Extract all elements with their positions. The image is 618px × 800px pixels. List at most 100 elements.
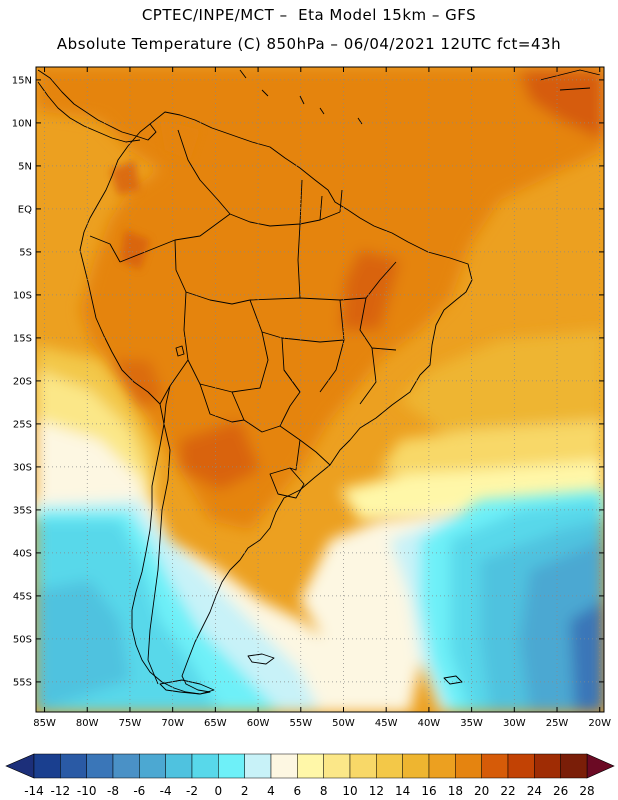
colorbar-label: 20 (474, 784, 489, 798)
lon-tick-label: 20W (588, 718, 611, 729)
border-chile-peru (159, 385, 171, 405)
border-venezuela-brazil (229, 211, 341, 227)
longitude-axis: 85W 80W 75W 70W 65W 60W 55W 50W 45W 40W 35W 30W 25W 2… (33, 67, 611, 729)
lon-tick-label: 55W (289, 718, 312, 729)
colorbar-max-arrow (586, 753, 615, 779)
colorbar-swatch (349, 753, 377, 779)
colorbar-swatch (270, 753, 298, 779)
field-band-22-brazil (340, 250, 400, 330)
lat-tick-label: 5N (18, 161, 32, 172)
colorbar-label: 4 (267, 784, 275, 798)
border-uruguay (269, 467, 305, 499)
lat-tick-label: 35S (13, 505, 32, 516)
colorbar-swatch (560, 753, 588, 779)
field-band-8-pacific (36, 420, 150, 520)
colorbar-swatch (60, 753, 87, 779)
colorbar: -14 -12 -10 -8 -6 -4 -2 0 2 4 6 8 10 12 14 16 18 20 22 24 26… (5, 753, 615, 798)
lon-tick-label: 50W (332, 718, 355, 729)
lat-tick-label: 25S (13, 419, 32, 430)
colorbar-label: 2 (241, 784, 249, 798)
lon-tick-label: 85W (33, 718, 56, 729)
lat-tick-label: 30S (13, 462, 32, 473)
border-guianas (299, 179, 343, 225)
gridlines (36, 67, 604, 712)
lon-tick-label: 25W (546, 718, 569, 729)
border-colombia-venezuela (177, 129, 231, 215)
colorbar-swatch (218, 753, 245, 779)
lat-tick-label: 20S (13, 376, 32, 387)
colorbar-swatch (139, 753, 166, 779)
colorbar-label: 26 (553, 784, 568, 798)
caribbean-islands (239, 69, 601, 125)
lat-tick-label: 40S (13, 548, 32, 559)
colorbar-swatch (376, 753, 403, 779)
colorbar-swatch (481, 753, 509, 779)
colorbar-swatch (191, 753, 219, 779)
lat-tick-label: 45S (13, 591, 32, 602)
lat-tick-label: 5S (19, 247, 32, 258)
south-america-coastline (79, 111, 473, 695)
colorbar-label: -10 (77, 784, 97, 798)
field-band-20-north (36, 67, 604, 530)
lon-tick-label: 75W (119, 718, 142, 729)
colorbar-label: 16 (421, 784, 436, 798)
lat-tick-label: 55S (13, 677, 32, 688)
colorbar-label: 24 (527, 784, 542, 798)
temperature-field (36, 67, 604, 712)
lon-tick-label: 40W (418, 718, 441, 729)
colorbar-swatch (455, 753, 482, 779)
lon-tick-label: 70W (161, 718, 184, 729)
lat-tick-label: 10N (12, 118, 32, 129)
colorbar-swatch (534, 753, 561, 779)
colorbar-label: 18 (448, 784, 463, 798)
border-argentina-chile (147, 423, 171, 685)
colorbar-label: 28 (579, 784, 594, 798)
field-land-warm-2 (120, 230, 150, 270)
colorbar-label: -12 (51, 784, 71, 798)
field-land-warm-3 (160, 120, 200, 160)
falkland-islands (247, 653, 275, 665)
central-america-coastline-north (37, 81, 141, 143)
colorbar-swatch (428, 753, 456, 779)
colorbar-label: 8 (320, 784, 328, 798)
field-band-neg2-sw (36, 580, 130, 712)
lon-tick-label: 35W (460, 718, 483, 729)
colorbar-swatch (165, 753, 193, 779)
lat-tick-label: 15N (12, 75, 32, 86)
colorbar-swatch (402, 753, 430, 779)
border-brazil-south (279, 425, 331, 471)
field-band-16-atlantic (400, 330, 604, 450)
colorbar-label: -6 (133, 784, 145, 798)
colorbar-swatch (86, 753, 114, 779)
colorbar-label: 6 (294, 784, 302, 798)
tierra-del-fuego (159, 679, 215, 695)
lat-tick-label: EQ (18, 204, 32, 215)
colorbar-label: 10 (342, 784, 357, 798)
field-band-22-hotspots (520, 70, 604, 140)
lon-tick-label: 65W (204, 718, 227, 729)
lat-tick-label: 15S (13, 333, 32, 344)
map-title-line-1: CPTEC/INPE/MCT – Eta Model 15km – GFS (141, 6, 477, 24)
colorbar-swatch (244, 753, 272, 779)
map-title-line-2: Absolute Temperature (C) 850hPa – 06/04/… (56, 35, 562, 53)
colorbar-label: 14 (395, 784, 410, 798)
colorbar-label: 12 (369, 784, 384, 798)
colorbar-swatch (323, 753, 351, 779)
colorbar-swatch (297, 753, 324, 779)
latitude-axis: 15N 10N 5N EQ 5S 10S 15S 20S 25S 30S 35S 40S 45S 50S 5… (12, 75, 604, 688)
lon-tick-label: 30W (503, 718, 526, 729)
lake-titicaca (175, 345, 185, 357)
colorbar-label: -2 (186, 784, 198, 798)
lon-tick-label: 45W (375, 718, 398, 729)
lat-tick-label: 50S (13, 634, 32, 645)
lat-tick-label: 10S (13, 290, 32, 301)
lon-tick-label: 60W (247, 718, 270, 729)
colorbar-label: -4 (160, 784, 172, 798)
field-band-22-chaco (180, 420, 260, 490)
plot-frame (35, 66, 605, 713)
border-peru-brazil (174, 239, 251, 305)
colorbar-swatch (33, 753, 61, 779)
field-band-neg8 (570, 600, 604, 712)
colorbar-label: 0 (215, 784, 223, 798)
